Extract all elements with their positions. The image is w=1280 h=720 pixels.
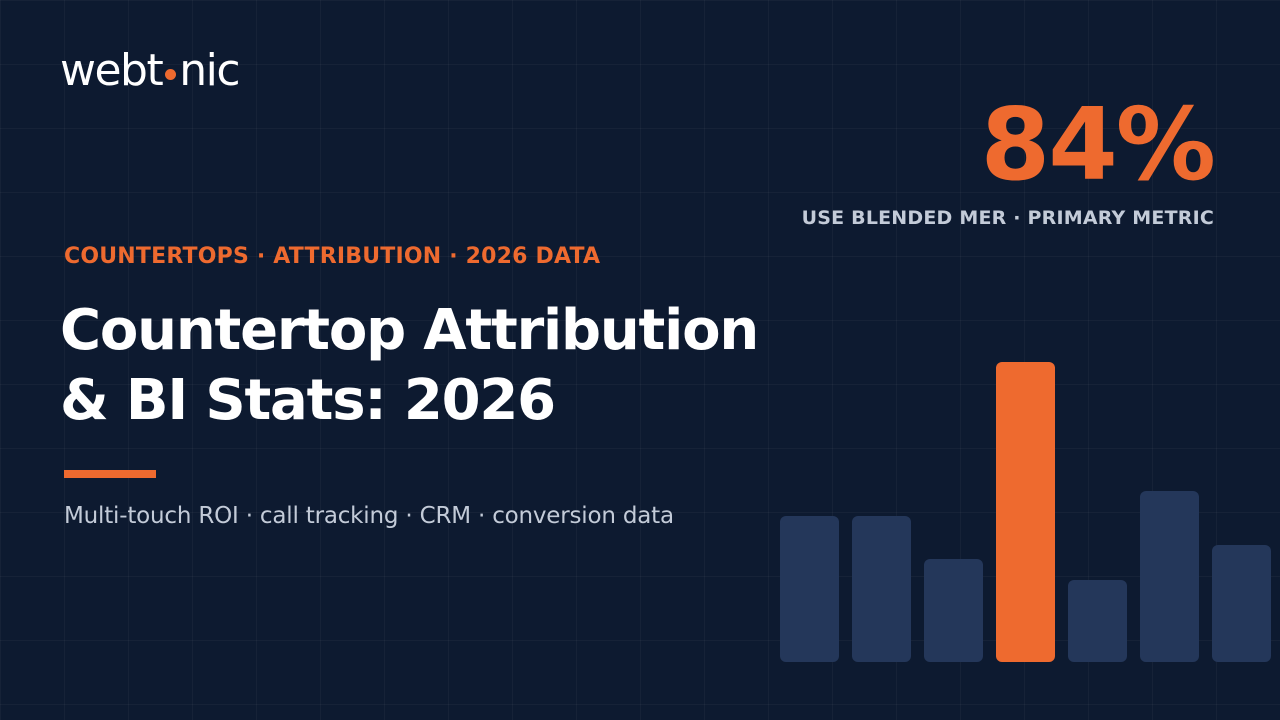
eyebrow-tags: COUNTERTOPS · ATTRIBUTION · 2026 DATA [64,244,601,269]
logo-dot-icon [165,68,177,80]
kpi-value: 84% [980,86,1216,203]
decorative-bar-chart [780,360,1280,670]
webtonic-logo: webt nic [60,45,241,96]
page-title: Countertop Attribution & BI Stats: 2026 [60,296,780,436]
chart-bar-6 [1140,491,1199,662]
chart-bar-7 [1212,545,1271,662]
logo-text-start: webt [60,45,164,96]
chart-bar-2 [852,516,911,662]
page-title-line-1: Countertop Attribution [60,298,759,363]
logo-text-end: nic [179,45,240,96]
page-title-line-2: & BI Stats: 2026 [60,368,556,433]
accent-divider [64,470,156,478]
chart-bar-3 [924,559,983,662]
chart-bar-1 [780,516,839,662]
subtitle: Multi-touch ROI · call tracking · CRM · … [64,503,674,529]
kpi-block: 84% USE BLENDED MER · PRIMARY METRIC [801,86,1216,230]
chart-bar-5 [1068,580,1127,662]
kpi-label: USE BLENDED MER · PRIMARY METRIC [801,207,1214,229]
chart-bar-4 [996,362,1055,662]
